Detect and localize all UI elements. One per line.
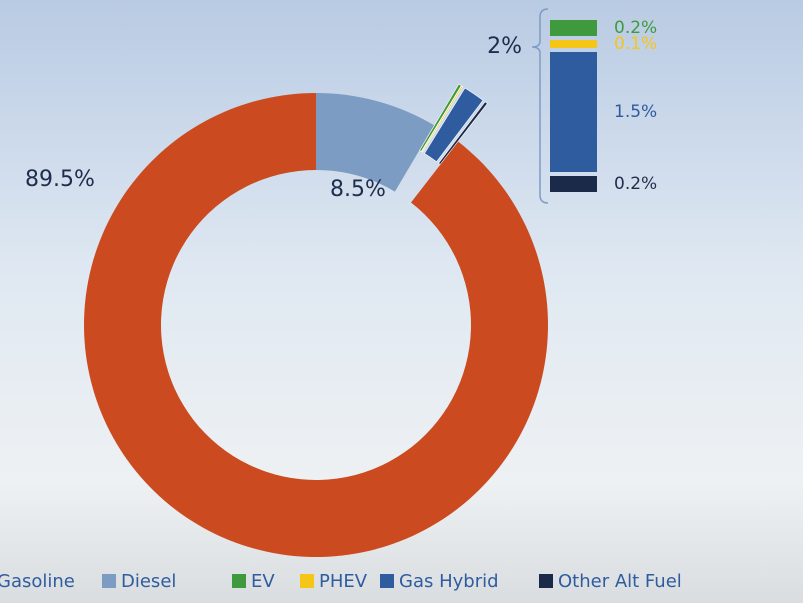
breakout-total-label: 2% (487, 34, 522, 59)
breakout-label: 0.1% (614, 34, 657, 54)
breakout-segment (550, 40, 597, 48)
donut-slice (419, 83, 462, 152)
donut-slice (421, 85, 464, 153)
legend-label: Diesel (121, 571, 176, 592)
donut-slice (316, 93, 435, 192)
legend-label: PHEV (319, 571, 368, 592)
donut-slice (438, 101, 488, 165)
legend-swatch (102, 574, 116, 588)
legend-label: Other Alt Fuel (558, 571, 682, 592)
breakout-segment (550, 52, 597, 172)
legend-swatch (380, 574, 394, 588)
breakout-segment (550, 20, 597, 36)
legend-label: Gasoline (0, 571, 75, 592)
data-label: 8.5% (330, 177, 386, 202)
breakout-label: 0.2% (614, 18, 657, 38)
breakout-label: 1.5% (614, 102, 657, 122)
donut-slice (424, 87, 484, 163)
breakout-bracket (531, 8, 549, 204)
legend-swatch (539, 574, 553, 588)
donut-slice (83, 93, 549, 557)
breakout-segment (550, 176, 597, 192)
legend-label: Gas Hybrid (399, 571, 499, 592)
legend-swatch (232, 574, 246, 588)
breakout-label: 0.2% (614, 174, 657, 194)
data-label: 89.5% (25, 167, 95, 192)
legend-label: EV (251, 571, 275, 592)
legend-swatch (300, 574, 314, 588)
